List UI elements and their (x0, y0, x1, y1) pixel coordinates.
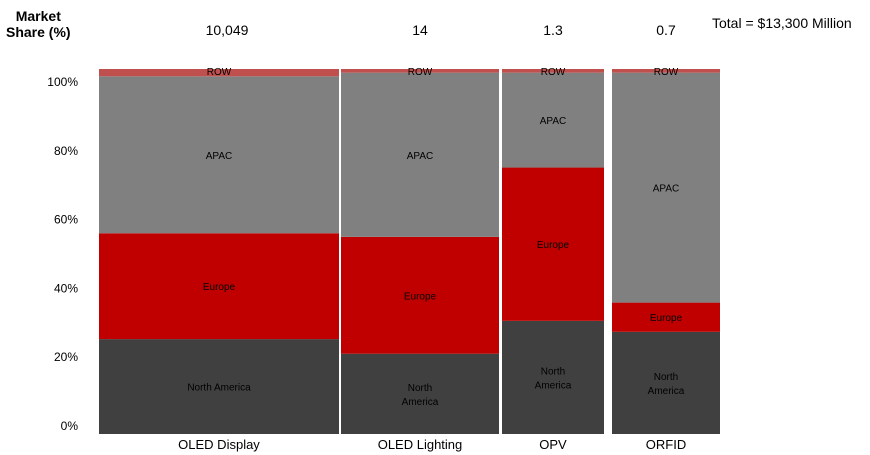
category-total-label: 0.7 (656, 22, 676, 38)
category-total-label: 10,049 (206, 22, 249, 38)
segment-label: Europe (203, 282, 236, 293)
segment-label: Europe (404, 291, 437, 302)
y-tick-label: 80% (54, 144, 78, 158)
y-axis-title: Market Share (%) (6, 8, 71, 40)
category-label: ORFID (646, 437, 686, 452)
segment-label: North (541, 366, 565, 377)
segment-label: North America (187, 383, 251, 394)
bar-segment-north-america (99, 339, 339, 434)
category-label: OLED Display (178, 437, 260, 452)
segment-label: ROW (654, 67, 679, 78)
y-axis-title-line2: Share (%) (6, 24, 71, 40)
bar-segment-north-america (341, 353, 499, 434)
segment-label: America (402, 397, 439, 408)
category-total-label: 1.3 (543, 22, 563, 38)
segment-label: America (535, 380, 572, 391)
bar-segment-apac (612, 72, 720, 303)
y-tick-label: 0% (61, 419, 79, 433)
bar-segment-apac (502, 72, 604, 168)
bar-segment-north-america (612, 331, 720, 434)
segment-label: Europe (650, 313, 683, 324)
bar-segment-europe (502, 167, 604, 321)
bar-segment-europe (612, 302, 720, 332)
y-axis-title-line1: Market (15, 8, 61, 24)
segment-label: America (648, 386, 685, 397)
category-label: OPV (539, 437, 567, 452)
bar-segment-europe (99, 233, 339, 340)
segment-label: North (408, 383, 432, 394)
segment-label: Europe (537, 240, 570, 251)
y-tick-label: 100% (47, 75, 78, 89)
category-label: OLED Lighting (378, 437, 463, 452)
bar-segment-row (99, 69, 339, 77)
segment-label: APAC (206, 151, 233, 162)
segment-label: ROW (408, 67, 433, 78)
y-tick-label: 60% (54, 213, 78, 227)
segment-label: ROW (207, 67, 232, 78)
bar-segment-apac (99, 76, 339, 234)
bar-segment-apac (341, 72, 499, 237)
bar-segment-row (341, 69, 499, 73)
bar-segment-row (612, 69, 720, 73)
category-total-label: 14 (412, 22, 428, 38)
y-tick-label: 20% (54, 350, 78, 364)
bar-segment-europe (341, 236, 499, 354)
bar-segment-row (502, 69, 604, 73)
segment-label: APAC (540, 116, 567, 127)
y-tick-label: 40% (54, 281, 78, 295)
segment-label: North (654, 372, 678, 383)
bar-segment-north-america (502, 320, 604, 434)
segment-label: APAC (653, 184, 680, 195)
segment-label: ROW (541, 67, 566, 78)
segment-label: APAC (407, 151, 434, 162)
total-label: Total = $13,300 Million (712, 15, 852, 31)
